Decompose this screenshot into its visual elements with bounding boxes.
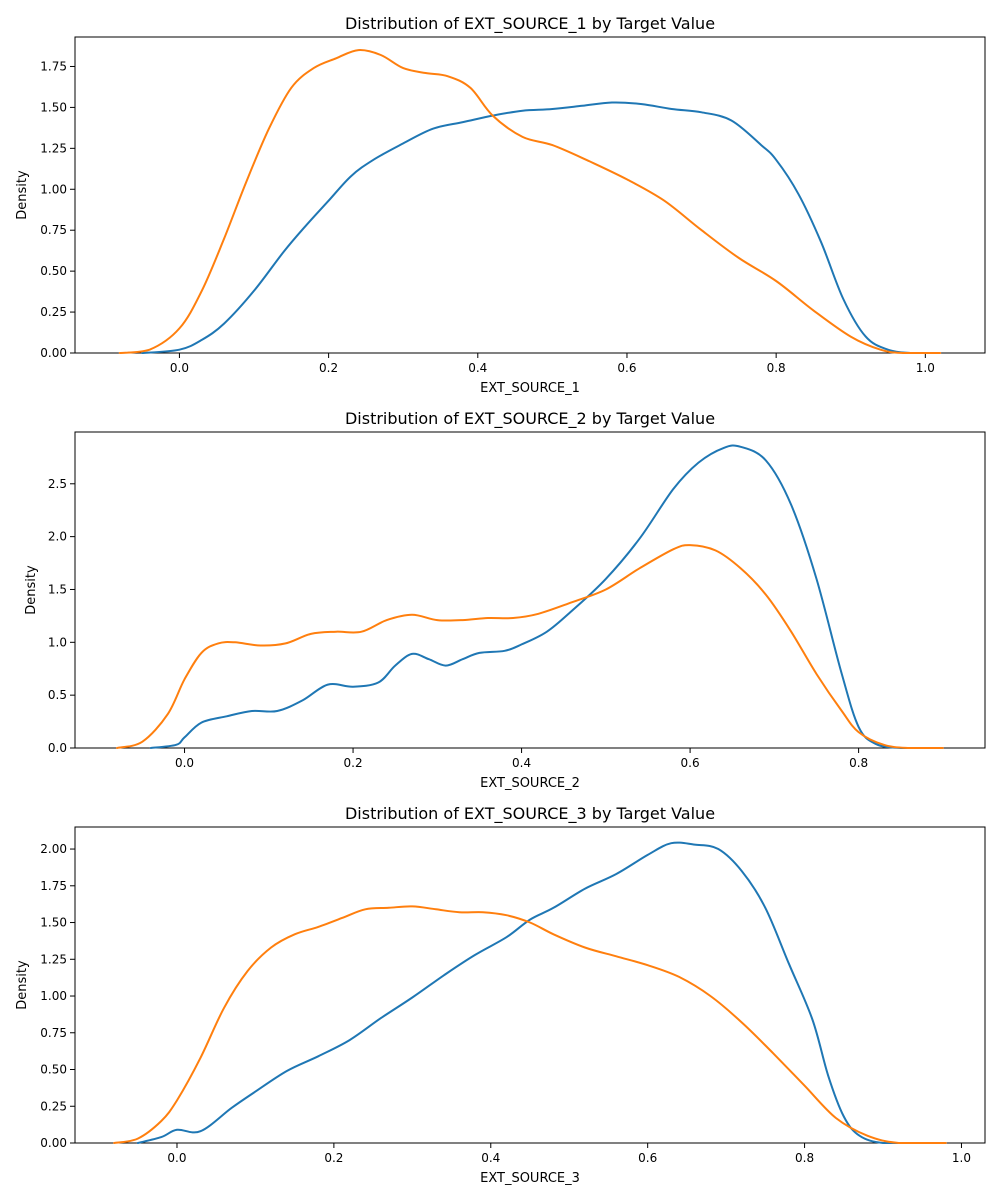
- x-tick-label: 0.2: [344, 756, 363, 770]
- y-tick-label: 0.50: [40, 264, 67, 278]
- kde-curves: [113, 841, 947, 1144]
- y-tick-label: 2.00: [40, 842, 67, 856]
- x-tick-label: 1.0: [952, 1151, 971, 1165]
- y-tick-label: 0.25: [40, 305, 67, 319]
- subplot-ext-source-3: Distribution of EXT_SOURCE_3 by Target V…: [15, 804, 986, 1186]
- target-1-density-line: [116, 544, 944, 750]
- plot-frame: [74, 36, 986, 354]
- target-1-density-line: [113, 905, 947, 1144]
- y-tick-label: 0.75: [40, 223, 67, 237]
- y-tick-label: 2.0: [48, 530, 67, 544]
- x-tick-label: 0.4: [512, 756, 531, 770]
- plot-frame: [74, 826, 986, 1144]
- x-tick-label: 0.6: [638, 1151, 657, 1165]
- y-tick-label: 0.5: [48, 688, 67, 702]
- y-axis-ticks: 0.0 0.5 1.0 1.5 2.0 2.5: [48, 477, 75, 755]
- x-axis-label: EXT_SOURCE_1: [480, 381, 580, 396]
- x-tick-label: 0.4: [481, 1151, 500, 1165]
- target-0-density-line: [149, 444, 944, 750]
- y-tick-label: 0.0: [48, 741, 67, 755]
- x-tick-label: 0.4: [468, 361, 487, 375]
- y-tick-label: 1.75: [40, 879, 67, 893]
- y-tick-label: 1.50: [40, 916, 67, 930]
- y-tick-label: 1.00: [40, 989, 67, 1003]
- target-0-density-line: [141, 101, 927, 354]
- x-axis-label: EXT_SOURCE_2: [480, 776, 580, 791]
- y-tick-label: 1.25: [40, 141, 67, 155]
- y-tick-label: 0.75: [40, 1026, 67, 1040]
- y-tick-label: 1.00: [40, 182, 67, 196]
- y-tick-label: 1.75: [40, 59, 67, 73]
- x-axis-ticks: 0.0 0.2 0.4 0.6 0.8: [175, 748, 868, 770]
- y-tick-label: 0.50: [40, 1063, 67, 1077]
- plot-frame: [74, 431, 986, 749]
- x-tick-label: 0.0: [170, 361, 189, 375]
- x-tick-label: 0.6: [617, 361, 636, 375]
- x-tick-label: 0.0: [167, 1151, 186, 1165]
- x-tick-label: 0.8: [767, 361, 786, 375]
- chart-title: Distribution of EXT_SOURCE_3 by Target V…: [345, 804, 715, 824]
- y-axis-label: Density: [24, 565, 39, 615]
- target-1-density-line: [118, 49, 942, 354]
- kde-curves: [118, 49, 942, 354]
- y-axis-label: Density: [15, 170, 30, 220]
- y-tick-label: 0.00: [40, 1136, 67, 1150]
- subplot-ext-source-2: Distribution of EXT_SOURCE_2 by Target V…: [24, 409, 986, 791]
- y-tick-label: 0.25: [40, 1099, 67, 1113]
- y-axis-label: Density: [15, 960, 30, 1010]
- y-tick-label: 2.5: [48, 477, 67, 491]
- y-tick-label: 0.00: [40, 346, 67, 360]
- x-tick-label: 0.8: [849, 756, 868, 770]
- subplot-ext-source-1: Distribution of EXT_SOURCE_1 by Target V…: [15, 14, 986, 396]
- chart-title: Distribution of EXT_SOURCE_2 by Target V…: [345, 409, 715, 429]
- target-0-density-line: [136, 841, 924, 1144]
- x-tick-label: 0.0: [175, 756, 194, 770]
- x-axis-ticks: 0.0 0.2 0.4 0.6 0.8 1.0: [170, 353, 935, 375]
- y-tick-label: 1.25: [40, 952, 67, 966]
- x-tick-label: 0.2: [319, 361, 338, 375]
- x-tick-label: 0.6: [681, 756, 700, 770]
- x-axis-label: EXT_SOURCE_3: [480, 1171, 580, 1186]
- x-tick-label: 0.2: [324, 1151, 343, 1165]
- y-axis-ticks: 0.00 0.25 0.50 0.75 1.00 1.25 1.50 1.75: [40, 59, 75, 360]
- x-tick-label: 0.8: [795, 1151, 814, 1165]
- kde-curves: [116, 444, 944, 750]
- x-tick-label: 1.0: [916, 361, 935, 375]
- y-tick-label: 1.5: [48, 582, 67, 596]
- y-tick-label: 1.50: [40, 100, 67, 114]
- y-axis-ticks: 0.00 0.25 0.50 0.75 1.00 1.25 1.50 1.75 2.00: [40, 842, 75, 1150]
- y-tick-label: 1.0: [48, 635, 67, 649]
- x-axis-ticks: 0.0 0.2 0.4 0.6 0.8 1.0: [167, 1143, 971, 1165]
- chart-title: Distribution of EXT_SOURCE_1 by Target V…: [345, 14, 715, 34]
